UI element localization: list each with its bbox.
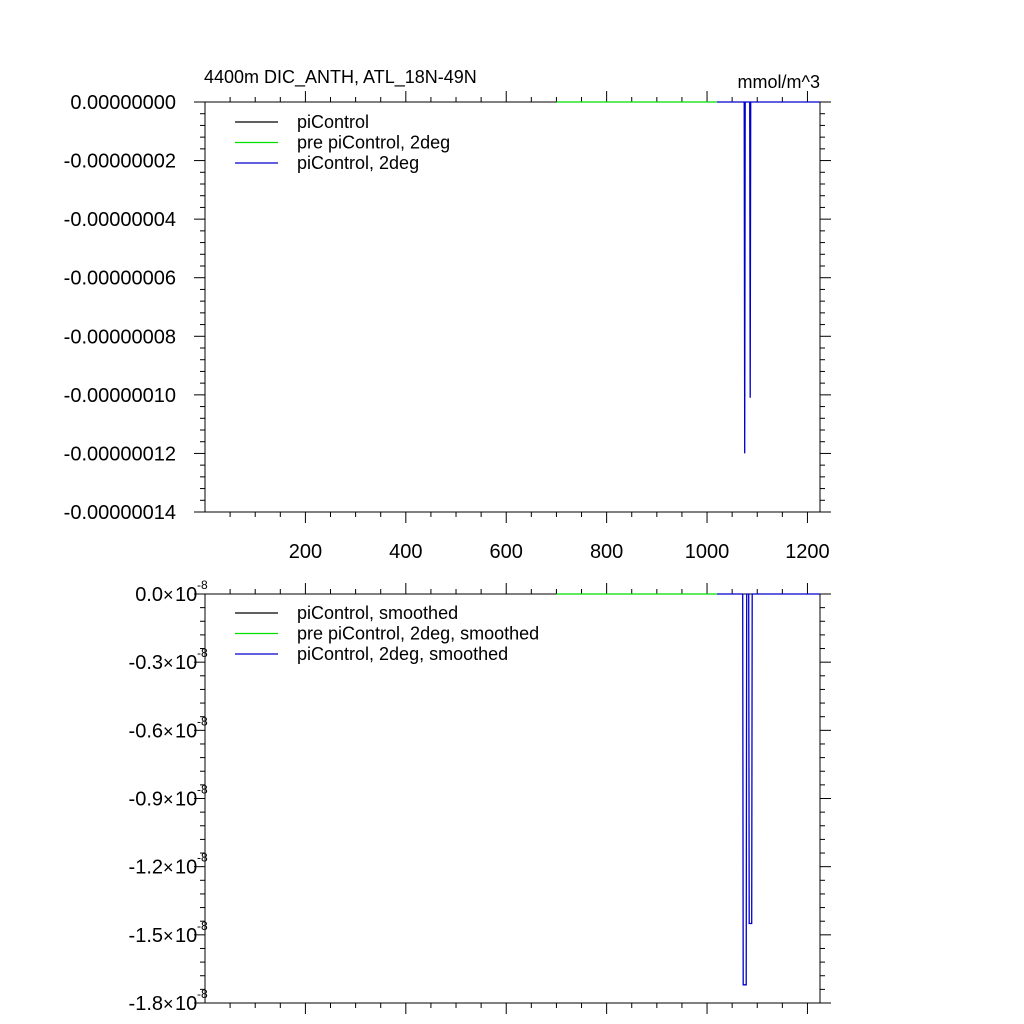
legend-label-1: pre piControl, 2deg, smoothed — [297, 624, 539, 644]
y-tick-times: × — [163, 653, 174, 673]
legend-label-0: piControl — [297, 112, 369, 132]
x-tick-label: 200 — [289, 541, 322, 563]
y-tick-label: 0.0 — [135, 584, 163, 606]
y-tick-times: × — [163, 858, 174, 878]
y-tick-exponent: -8 — [197, 851, 208, 865]
x-tick-label: 1000 — [685, 541, 730, 563]
y-tick-exponent: -8 — [197, 714, 208, 728]
y-tick-label: -0.00000012 — [64, 443, 176, 465]
y-tick-base: 10 — [175, 857, 197, 879]
y-tick-label: -0.9 — [129, 789, 163, 811]
top-panel: 200 400 600 800 1000 1200 0.00000000 -0.0000000… — [64, 91, 831, 563]
y-tick-label: -0.00000014 — [64, 502, 176, 524]
y-tick-exponent: -8 — [197, 578, 208, 592]
x-tick-label: 600 — [490, 541, 523, 563]
y-tick-label: -1.8 — [129, 993, 163, 1015]
y-tick-times: × — [163, 994, 174, 1014]
chart-title: 4400m DIC_ANTH, ATL_18N-49N — [204, 67, 477, 88]
y-tick-label: -0.00000002 — [64, 151, 176, 173]
y-tick-exponent: -8 — [197, 646, 208, 660]
y-tick-base: 10 — [175, 720, 197, 742]
y-tick-base: 10 — [175, 993, 197, 1015]
y-tick-times: × — [163, 926, 174, 946]
legend-label-1: pre piControl, 2deg — [297, 133, 450, 153]
y-tick-label: -0.00000010 — [64, 385, 176, 407]
legend-label-0: piControl, smoothed — [297, 603, 458, 623]
y-tick-label: -1.2 — [129, 857, 163, 879]
y-tick-times: × — [163, 721, 174, 741]
y-tick-label: -0.3 — [129, 652, 163, 674]
y-tick-times: × — [163, 585, 174, 605]
series-line-2 — [717, 593, 820, 986]
y-tick-exponent: -8 — [197, 987, 208, 1001]
y-tick-base: 10 — [175, 789, 197, 811]
y-tick-exponent: -8 — [197, 783, 208, 797]
bottom-panel: 0.0 × 10 -8-0.3 × 10 -8-0.6 × 10 -8-0.9 × 10 -8-1.2 ×… — [129, 578, 831, 1015]
y-tick-label: -0.00000004 — [64, 209, 176, 231]
y-tick-label: 0.00000000 — [70, 92, 176, 114]
x-tick-label: 800 — [590, 541, 623, 563]
units-label: mmol/m^3 — [738, 72, 820, 92]
legend-label-2: piControl, 2deg — [297, 153, 419, 173]
x-tick-label: 400 — [389, 541, 422, 563]
x-tick-label: 1200 — [785, 541, 830, 563]
y-tick-label: -0.00000006 — [64, 268, 176, 290]
y-tick-label: -0.00000008 — [64, 326, 176, 348]
y-tick-base: 10 — [175, 652, 197, 674]
y-tick-exponent: -8 — [197, 919, 208, 933]
plot-frame — [204, 101, 821, 513]
y-tick-label: -1.5 — [129, 925, 163, 947]
legend-label-2: piControl, 2deg, smoothed — [297, 644, 508, 664]
y-tick-times: × — [163, 790, 174, 810]
series-line-2 — [717, 101, 820, 454]
y-tick-label: -0.6 — [129, 720, 163, 742]
y-tick-base: 10 — [175, 584, 197, 606]
y-tick-base: 10 — [175, 925, 197, 947]
